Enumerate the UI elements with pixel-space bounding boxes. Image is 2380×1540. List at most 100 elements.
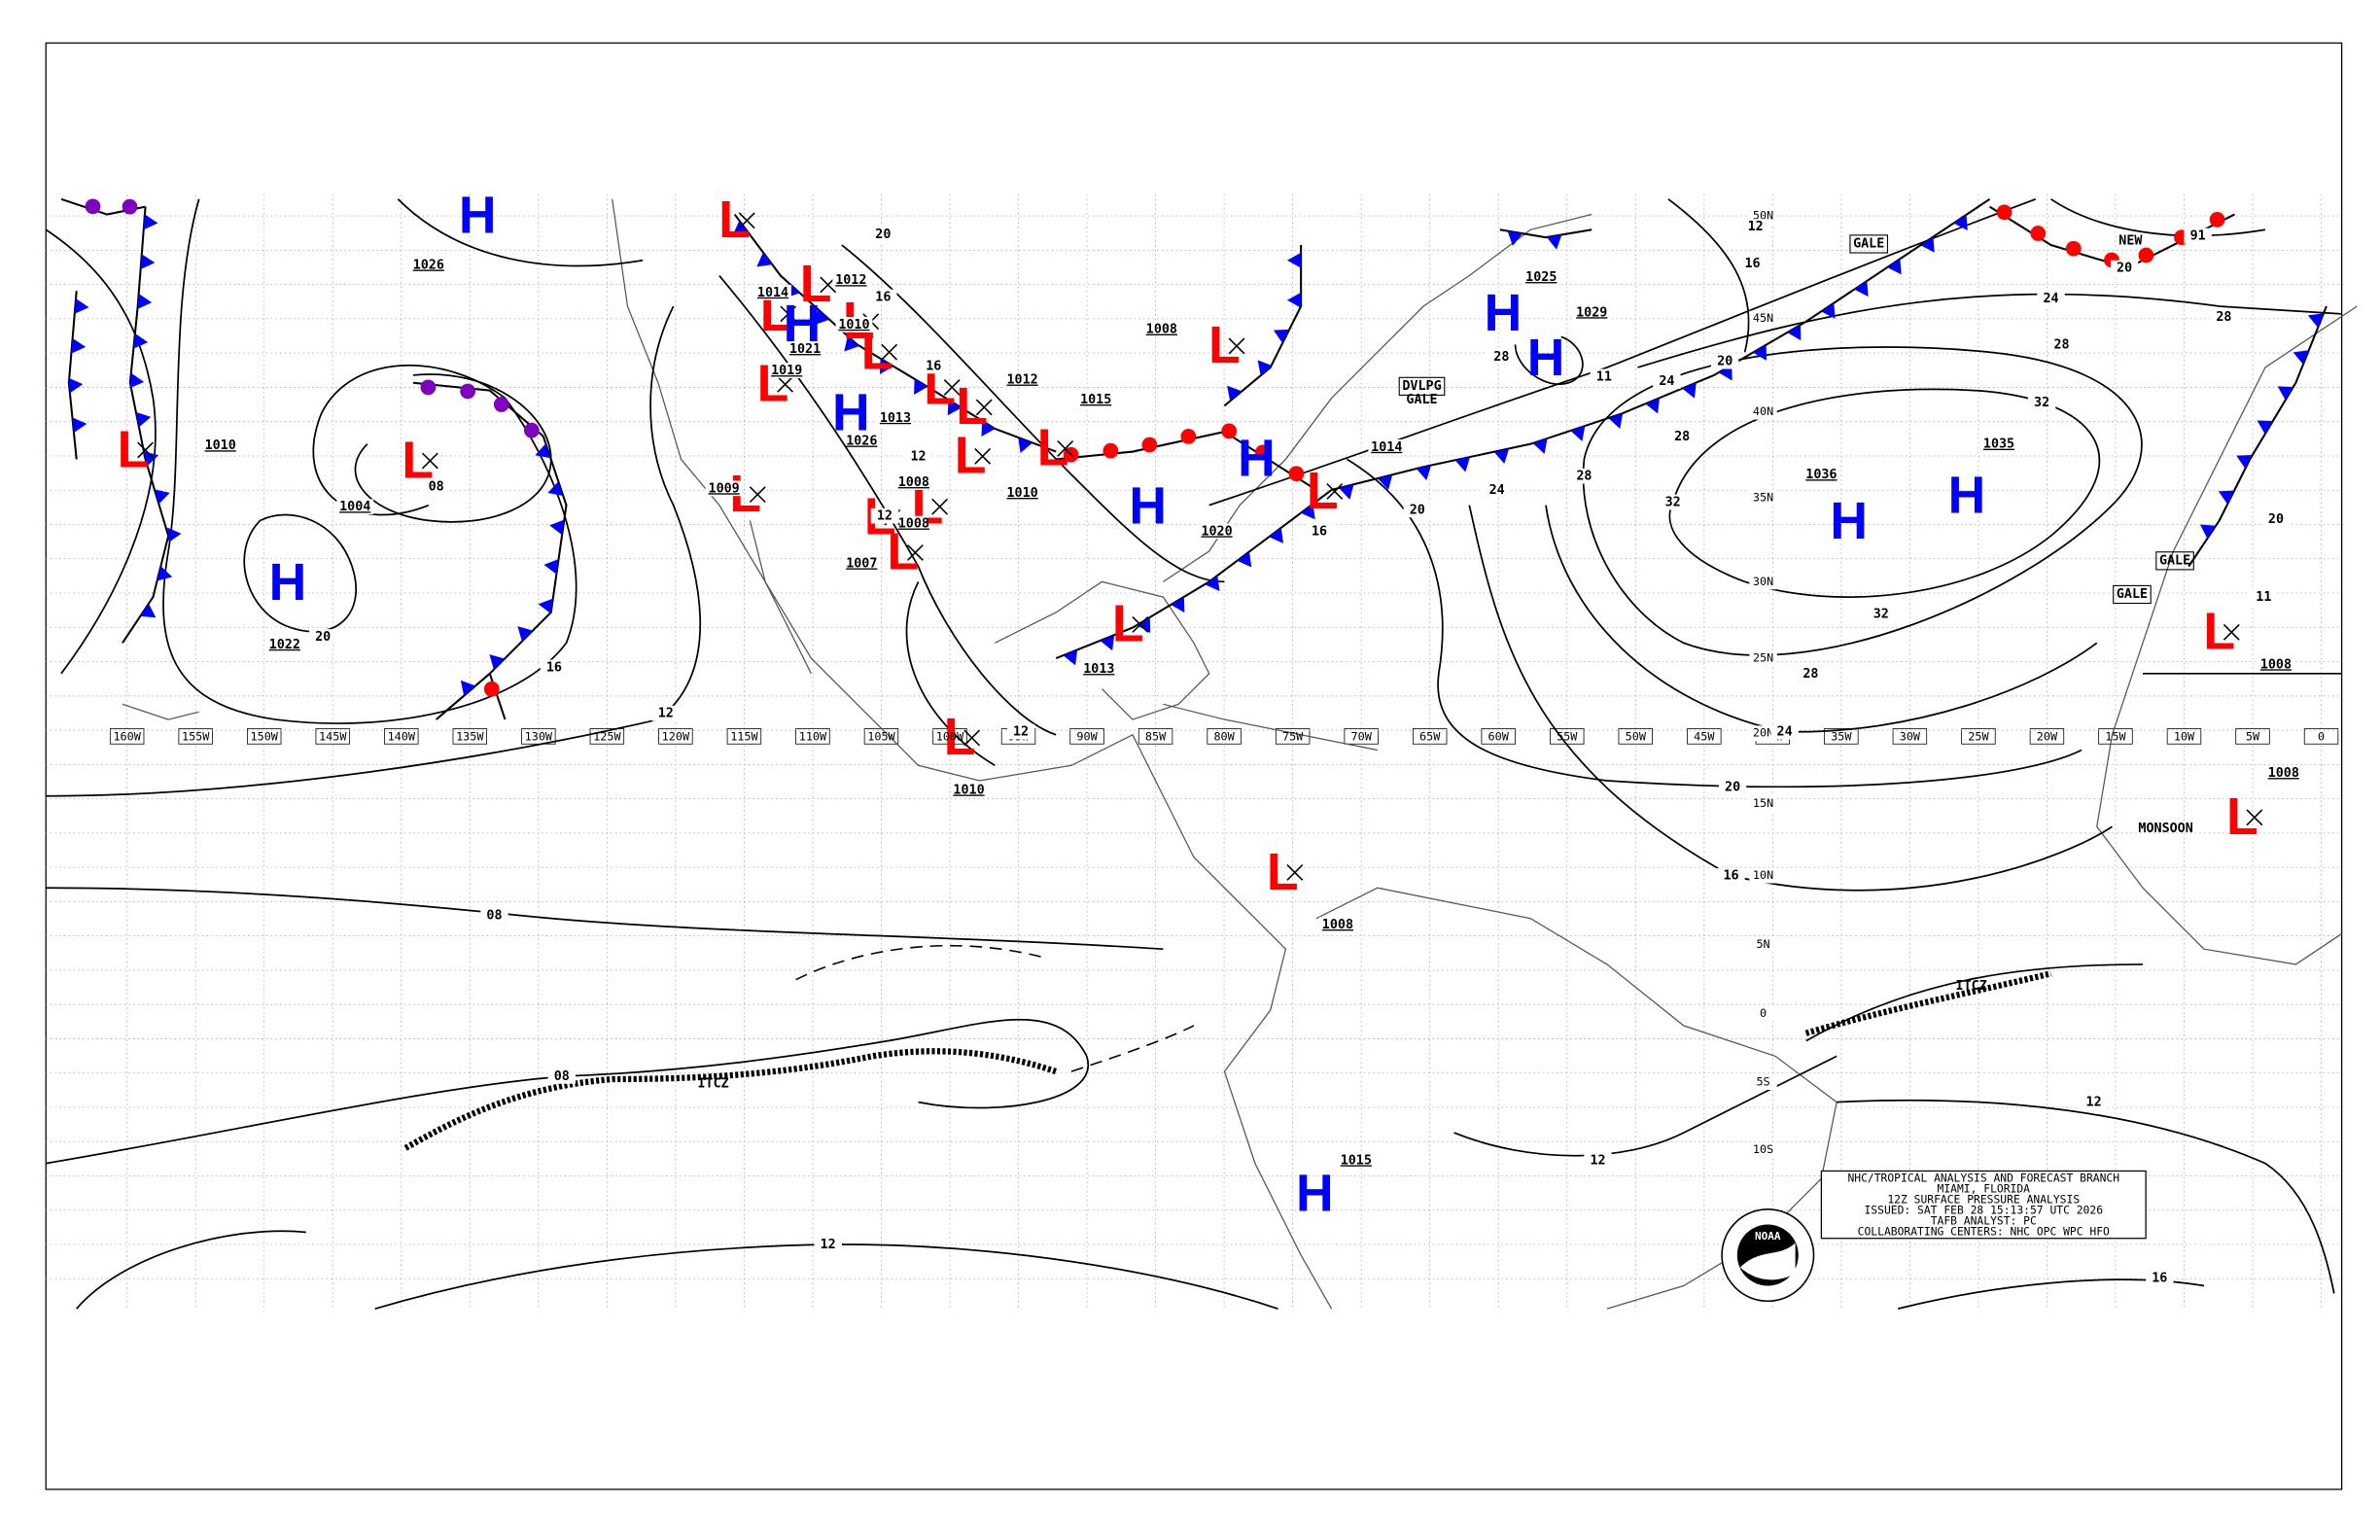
front-symbol (493, 397, 509, 412)
fronts (60, 197, 2328, 720)
front-symbol (756, 252, 773, 267)
front-symbol (547, 481, 564, 497)
pressure-label-bg (705, 480, 743, 497)
front-symbol (549, 519, 565, 536)
feature-label: MONSOON (2138, 822, 2192, 836)
lon-label-box (726, 728, 762, 745)
lon-label: 0 (2318, 730, 2325, 744)
front-symbol (1454, 457, 1471, 472)
lon-label-box (2098, 728, 2133, 745)
front-symbol (1018, 437, 1032, 453)
front-symbol (71, 337, 87, 354)
isobar-label: 1010 (205, 438, 236, 453)
center-mark (1228, 337, 1245, 355)
isobar-label-bg (1718, 779, 1747, 795)
isobar-label-bg (1006, 723, 1035, 740)
pressure-center: L (861, 324, 893, 381)
isobar-label-bg (1403, 502, 1431, 518)
isobar-label-bg (1584, 1152, 1612, 1169)
front-symbol (879, 358, 894, 374)
lon-label-box (247, 728, 282, 745)
pressure-label: 1008 (1322, 918, 1353, 932)
pressure-center: L (956, 378, 988, 436)
front-symbol (1227, 385, 1242, 402)
center-mark (2222, 623, 2240, 641)
center-mark (137, 441, 154, 459)
lon-label-box (1207, 728, 1242, 745)
front-symbol (538, 598, 553, 614)
lon-label-box (109, 728, 145, 745)
pressure-systems: H1026LL1004H1022LL1014L1012H1021L1010LL1… (118, 187, 2302, 1222)
pressure-label-bg (1337, 1152, 1375, 1169)
pressure-center: L (955, 428, 987, 485)
pressure-center: L (1267, 844, 1299, 901)
pressure-center: H (1238, 431, 1276, 488)
front-symbol (1339, 484, 1354, 500)
isobar-label: 08 (486, 909, 502, 924)
front-symbol (981, 420, 996, 437)
feature-label: ITCZ (1956, 979, 1987, 994)
lat-label-box (1749, 489, 1777, 506)
front-symbol (85, 198, 101, 215)
isobar-label: 32 (1665, 496, 1681, 510)
isobar-label: 1026 (846, 435, 877, 449)
isobar-label-bg (1082, 392, 1110, 407)
pressure-label: 1029 (1576, 305, 1607, 320)
front-symbol (420, 379, 437, 396)
lon-label: 80W (1213, 730, 1235, 744)
center-mark (421, 452, 438, 470)
front-symbol (137, 294, 153, 309)
center-mark (963, 729, 981, 747)
center-mark (881, 343, 898, 361)
isobar-label-bg (814, 1237, 842, 1252)
lon-label-box (1618, 728, 1653, 745)
lon-label: 20W (2037, 730, 2058, 744)
lon-label-box (1961, 728, 1996, 745)
info-line: MIAMI, FLORIDA (1938, 1181, 2031, 1195)
pressure-label-bg (877, 410, 914, 426)
pressure-label-bg (1368, 438, 1406, 455)
front-line (67, 291, 78, 460)
isobar-label: 1015 (1080, 393, 1111, 407)
lon-label: 30W (1900, 730, 1921, 744)
isobar-label-bg (1667, 428, 1697, 444)
isobar-label: 12 (658, 707, 674, 721)
isobar-label: 28 (1674, 430, 1690, 444)
isobar-label: 12 (877, 509, 892, 524)
isobar-label-bg (1717, 867, 1745, 884)
lat-label: 10N (1753, 868, 1773, 882)
front-symbol (1996, 204, 2012, 221)
isobar-label-bg (1867, 606, 1895, 622)
isobar-label-bg (2080, 1094, 2108, 1110)
lat-label-box (1749, 650, 1777, 666)
isobar-label-bg (1741, 219, 1769, 235)
isobar-label: 32 (1873, 607, 1889, 621)
lon-label: 105W (867, 730, 895, 744)
front-symbol (1180, 429, 1197, 444)
lat-label: 10S (1753, 1142, 1773, 1156)
lat-label: 20N (1753, 726, 1773, 740)
pressure-label: 1012 (1007, 373, 1038, 388)
front-symbol (154, 489, 170, 505)
pressure-label-bg (894, 474, 932, 490)
center-mark (738, 212, 755, 229)
pressure-label-bg (1573, 304, 1611, 321)
isobar-label-bg (899, 515, 928, 532)
lat-label: 5N (1756, 937, 1769, 951)
center-mark (931, 498, 949, 515)
lat-label: 25N (1753, 651, 1773, 665)
front-symbol (1269, 527, 1283, 543)
isobar-label-bg (651, 705, 680, 721)
front-symbol (157, 566, 173, 581)
isobar-label: 20 (315, 630, 331, 645)
pressure-label: 1026 (413, 258, 444, 272)
lon-label-box (2029, 728, 2065, 745)
front-symbol (2209, 212, 2225, 228)
front-symbol (167, 527, 182, 542)
lon-label-box (1138, 728, 1173, 745)
isobar-label-bg (2027, 395, 2056, 411)
front-symbol (140, 254, 156, 270)
pressure-center: H (1296, 1165, 1334, 1222)
isobar-label: 32 (2034, 396, 2049, 410)
front-symbol (1171, 596, 1185, 613)
